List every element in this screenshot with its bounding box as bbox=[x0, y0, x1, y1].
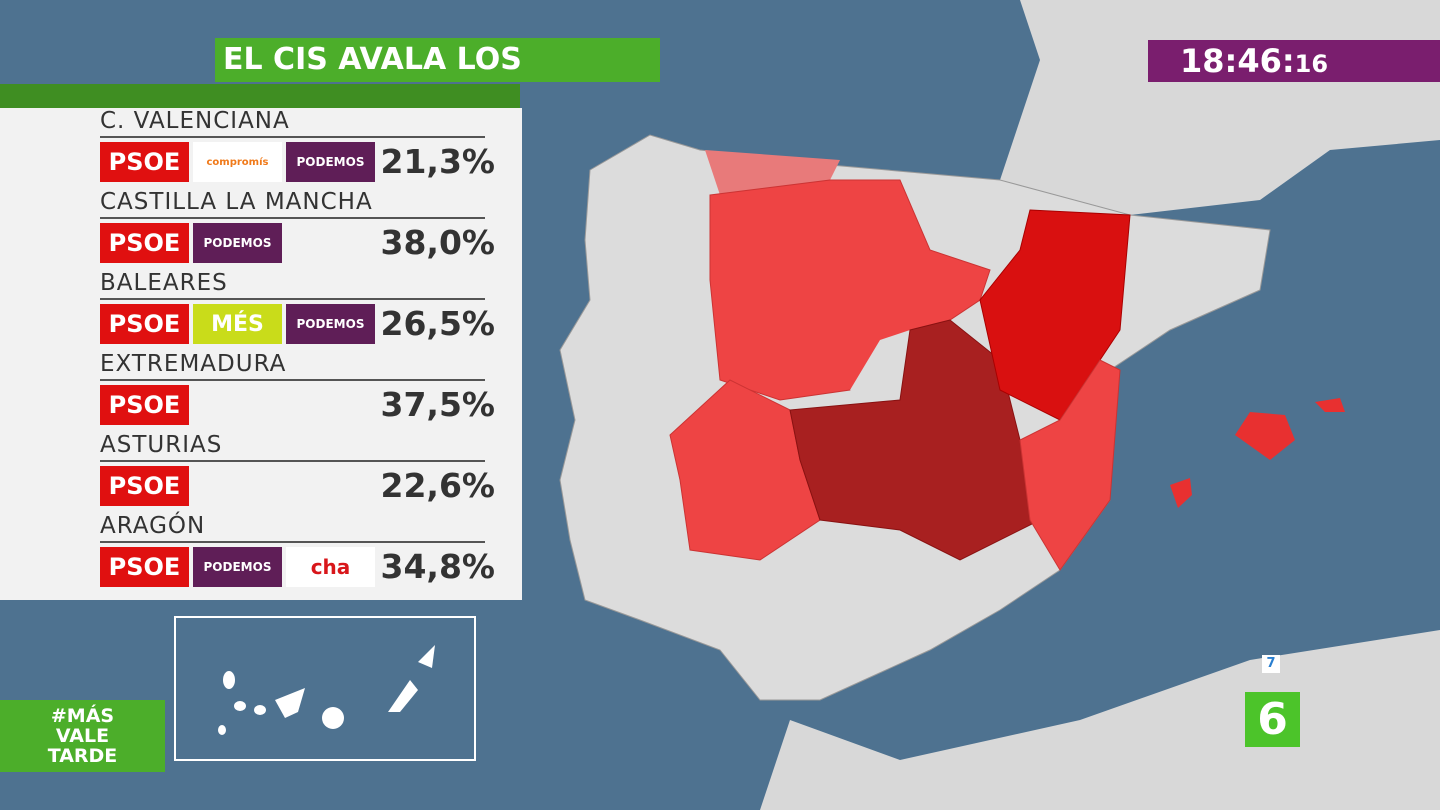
valencia bbox=[1019, 359, 1121, 571]
region-name: BALEARES bbox=[100, 270, 485, 300]
percentage: 26,5% bbox=[380, 304, 496, 343]
panel-header bbox=[0, 84, 520, 108]
clock-time: 18:46: bbox=[1180, 42, 1295, 80]
clock-seconds: 16 bbox=[1294, 50, 1329, 78]
party: PODEMOS bbox=[193, 223, 282, 263]
hashtag-line: TARDE bbox=[47, 745, 118, 767]
baleares bbox=[1315, 398, 1345, 412]
party: cha bbox=[286, 547, 375, 587]
asturias bbox=[705, 150, 840, 195]
percentage: 34,8% bbox=[380, 547, 496, 586]
party: MÉS bbox=[193, 304, 282, 344]
region: ARAGÓN PSOE PODEMOS cha 34,8% bbox=[100, 513, 495, 594]
percentage: 37,5% bbox=[380, 385, 496, 424]
africa bbox=[760, 630, 1440, 810]
party: PSOE bbox=[100, 142, 189, 182]
region-name: ASTURIAS bbox=[100, 432, 485, 462]
region: EXTREMADURA PSOE 37,5% bbox=[100, 351, 495, 432]
percentage: 38,0% bbox=[380, 223, 496, 262]
region: BALEARES PSOE MÉS PODEMOS 26,5% bbox=[100, 270, 495, 351]
party: PSOE bbox=[100, 223, 189, 263]
party: PSOE bbox=[100, 547, 189, 587]
region-name: CASTILLA LA MANCHA bbox=[100, 189, 485, 219]
percentage: 22,6% bbox=[380, 466, 496, 505]
region-name: ARAGÓN bbox=[100, 513, 485, 543]
canary-inset bbox=[174, 616, 476, 761]
channel-logo: 6 bbox=[1245, 692, 1300, 747]
clock: 18:46:16 bbox=[1148, 40, 1440, 82]
channel-number: 7 bbox=[1262, 655, 1280, 673]
region-name: C. VALENCIANA bbox=[100, 108, 485, 138]
hashtag-line: #MÁS bbox=[50, 705, 115, 727]
party: compromís bbox=[193, 142, 282, 182]
party: PSOE bbox=[100, 304, 189, 344]
baleares bbox=[1170, 478, 1192, 508]
party: PODEMOS bbox=[286, 142, 375, 182]
hashtag-line: VALE bbox=[55, 725, 110, 747]
party: PSOE bbox=[100, 466, 189, 506]
percentage: 21,3% bbox=[380, 142, 496, 181]
canary-islands bbox=[218, 645, 435, 735]
title-banner: EL CIS AVALA LOS PACTOS bbox=[215, 38, 660, 121]
party: PODEMOS bbox=[193, 547, 282, 587]
region: ASTURIAS PSOE 22,6% bbox=[100, 432, 495, 513]
party: PODEMOS bbox=[286, 304, 375, 344]
hashtag: #MÁS VALE TARDE bbox=[0, 700, 165, 772]
region: CASTILLA LA MANCHA PSOE PODEMOS 38,0% bbox=[100, 189, 495, 270]
region: C. VALENCIANA PSOE compromís PODEMOS 21,3% bbox=[100, 108, 495, 189]
results-panel: C. VALENCIANA PSOE compromís PODEMOS 21,3% C… bbox=[0, 108, 522, 600]
baleares bbox=[1235, 412, 1295, 460]
party: PSOE bbox=[100, 385, 189, 425]
region-name: EXTREMADURA bbox=[100, 351, 485, 381]
